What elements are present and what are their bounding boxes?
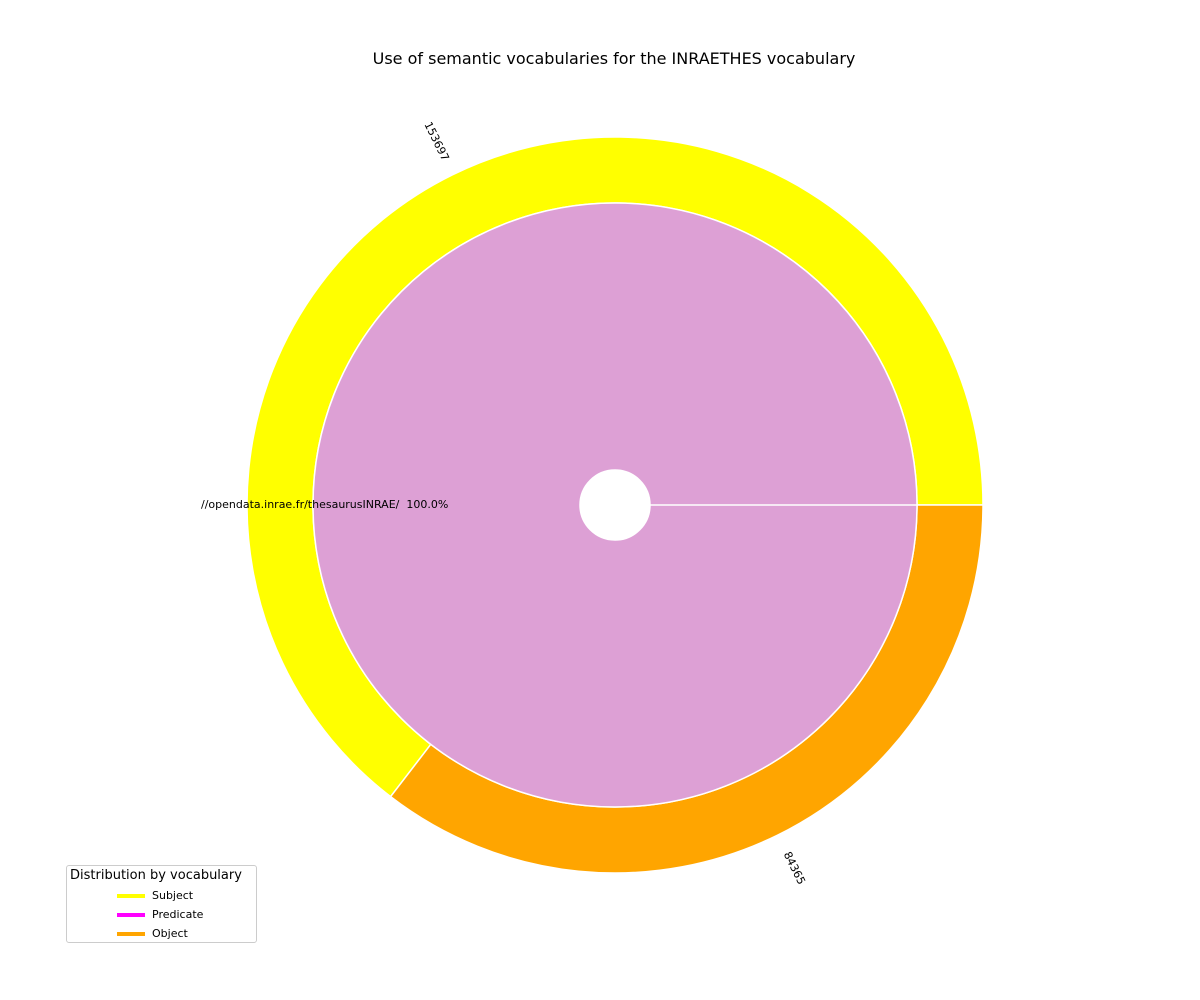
legend-swatch-predicate: [117, 913, 145, 917]
legend: Distribution by vocabulary Subject Predi…: [66, 865, 257, 943]
legend-swatch-object: [117, 932, 145, 936]
inner-ring: [312, 202, 918, 808]
legend-swatch-subject: [117, 894, 145, 898]
outer-value-label-object: 84365: [781, 850, 808, 887]
legend-label-predicate: Predicate: [152, 908, 204, 921]
inner-slice-label: //opendata.inrae.fr/thesaurusINRAE/ 100.…: [201, 498, 448, 511]
outer-value-label-subject: 153697: [421, 120, 451, 163]
inner-slice-thesaurusinrae: [312, 202, 918, 808]
legend-label-subject: Subject: [152, 889, 194, 902]
legend-title: Distribution by vocabulary: [70, 868, 242, 883]
chart-title: Use of semantic vocabularies for the INR…: [373, 49, 856, 68]
legend-label-object: Object: [152, 927, 188, 940]
